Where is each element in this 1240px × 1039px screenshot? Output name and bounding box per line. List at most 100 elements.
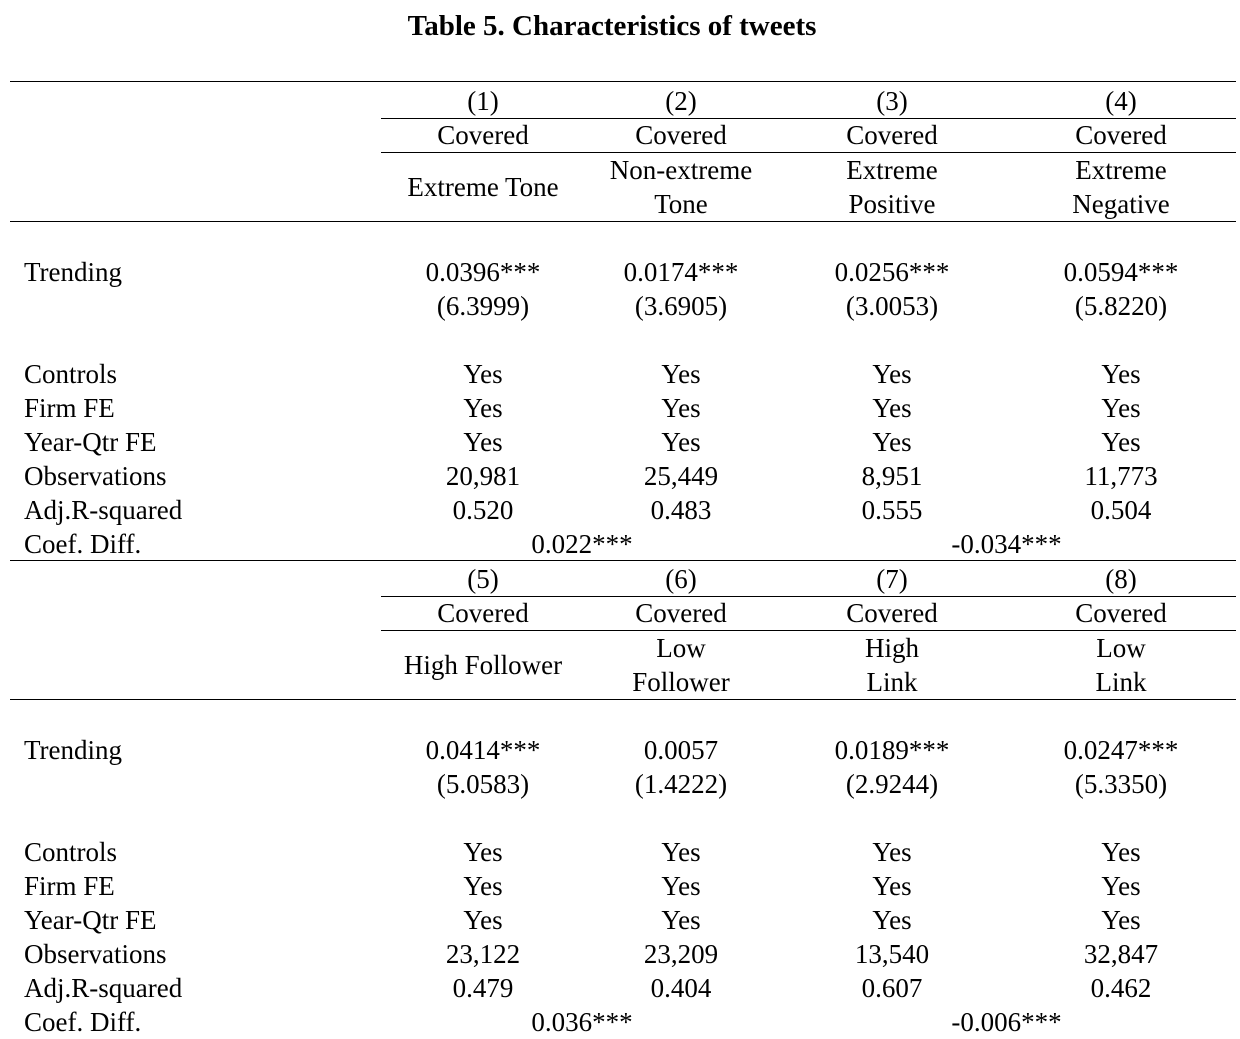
coefficient-value: 0.0256*** xyxy=(834,257,950,287)
column-covered-label: Covered xyxy=(437,120,529,150)
row-label-trending: Trending xyxy=(24,735,123,765)
coefficient-value: 0.0414*** xyxy=(425,735,541,765)
row-label: Firm FE xyxy=(24,393,115,423)
row-value: Yes xyxy=(661,837,701,867)
row-value: 0.607 xyxy=(861,973,923,1003)
row-value: 23,209 xyxy=(643,939,719,969)
row-value: Yes xyxy=(1101,393,1141,423)
row-value: Yes xyxy=(872,393,912,423)
row-value: Yes xyxy=(463,837,503,867)
row-label: Observations xyxy=(24,939,167,969)
column-number: (3) xyxy=(876,86,908,116)
row-value: Yes xyxy=(872,905,912,935)
coefficient-value: 0.0174*** xyxy=(623,257,739,287)
row-label: Adj.R-squared xyxy=(24,973,183,1003)
column-group-label: Link xyxy=(866,667,918,697)
column-number: (1) xyxy=(467,86,499,116)
row-value: 23,122 xyxy=(445,939,521,969)
column-covered-label: Covered xyxy=(635,598,727,628)
panel-2-header-rule xyxy=(10,699,1236,700)
coef-diff-value: -0.006*** xyxy=(951,1007,1062,1037)
row-value: 25,449 xyxy=(643,461,719,491)
row-value: Yes xyxy=(463,427,503,457)
row-value: Yes xyxy=(872,837,912,867)
t-statistic-value: (6.3999) xyxy=(436,291,530,321)
panel-1-header-rule xyxy=(10,221,1236,222)
row-value: Yes xyxy=(1101,427,1141,457)
row-value: 0.404 xyxy=(650,973,712,1003)
row-value: Yes xyxy=(463,871,503,901)
coef-diff-value: 0.036*** xyxy=(531,1007,633,1037)
coefficient-value: 0.0396*** xyxy=(425,257,541,287)
column-group-label: Low xyxy=(656,633,706,663)
row-value: Yes xyxy=(661,871,701,901)
row-value: Yes xyxy=(1101,837,1141,867)
row-label: Year-Qtr FE xyxy=(24,427,157,457)
row-label: Observations xyxy=(24,461,167,491)
column-covered-label: Covered xyxy=(1075,598,1167,628)
column-covered-label: Covered xyxy=(437,598,529,628)
table-title: Table 5. Characteristics of tweets xyxy=(407,10,817,42)
row-value: 0.555 xyxy=(861,495,923,525)
row-value: Yes xyxy=(1101,359,1141,389)
row-value: Yes xyxy=(463,393,503,423)
row-value: 0.462 xyxy=(1090,973,1152,1003)
row-label: Controls xyxy=(24,837,118,867)
column-group-label: Extreme xyxy=(846,155,938,185)
coefficient-value: 0.0594*** xyxy=(1063,257,1179,287)
t-statistic-value: (1.4222) xyxy=(634,769,728,799)
t-statistic-value: (3.6905) xyxy=(634,291,728,321)
row-value: Yes xyxy=(661,427,701,457)
column-group-label: Positive xyxy=(848,189,936,219)
column-number: (8) xyxy=(1105,564,1137,594)
row-label: Year-Qtr FE xyxy=(24,905,157,935)
row-value: Yes xyxy=(463,905,503,935)
column-group-label: High xyxy=(865,633,919,663)
row-value: 0.504 xyxy=(1090,495,1152,525)
column-group-label: Non-extreme xyxy=(609,155,753,185)
coefficient-value: 0.0057 xyxy=(643,735,719,765)
panel-1-covered-rule xyxy=(381,152,1236,153)
column-number: (6) xyxy=(665,564,697,594)
row-label: Adj.R-squared xyxy=(24,495,183,525)
column-covered-label: Covered xyxy=(846,120,938,150)
row-value: Yes xyxy=(872,427,912,457)
column-covered-label: Covered xyxy=(635,120,727,150)
t-statistic-value: (5.0583) xyxy=(436,769,530,799)
row-value: Yes xyxy=(661,359,701,389)
column-number: (5) xyxy=(467,564,499,594)
row-value: Yes xyxy=(1101,871,1141,901)
column-covered-label: Covered xyxy=(1075,120,1167,150)
row-value: Yes xyxy=(463,359,503,389)
row-value: 11,773 xyxy=(1084,461,1158,491)
column-group-label: High Follower xyxy=(403,650,563,680)
column-group-label: Link xyxy=(1095,667,1147,697)
row-value: Yes xyxy=(661,905,701,935)
column-number: (7) xyxy=(876,564,908,594)
t-statistic-value: (5.8220) xyxy=(1074,291,1168,321)
t-statistic-value: (5.3350) xyxy=(1074,769,1168,799)
row-label: Controls xyxy=(24,359,118,389)
row-label-coef-diff: Coef. Diff. xyxy=(24,529,142,559)
column-number: (2) xyxy=(665,86,697,116)
row-value: 13,540 xyxy=(854,939,930,969)
row-value: 32,847 xyxy=(1083,939,1159,969)
column-group-label: Negative xyxy=(1072,189,1170,219)
coef-diff-value: -0.034*** xyxy=(951,529,1062,559)
coefficient-value: 0.0189*** xyxy=(834,735,950,765)
column-number: (4) xyxy=(1105,86,1137,116)
row-value: 8,951 xyxy=(861,461,923,491)
t-statistic-value: (2.9244) xyxy=(845,769,939,799)
row-value: Yes xyxy=(1101,905,1141,935)
panel-2-number-rule xyxy=(381,596,1236,597)
row-value: Yes xyxy=(872,871,912,901)
column-group-label: Extreme Tone xyxy=(407,172,559,202)
row-label-coef-diff: Coef. Diff. xyxy=(24,1007,142,1037)
panel-separator-rule xyxy=(10,560,1236,561)
row-value: 0.483 xyxy=(650,495,712,525)
top-rule xyxy=(10,81,1236,82)
row-value: 0.520 xyxy=(452,495,514,525)
row-label: Firm FE xyxy=(24,871,115,901)
column-covered-label: Covered xyxy=(846,598,938,628)
row-value: Yes xyxy=(872,359,912,389)
